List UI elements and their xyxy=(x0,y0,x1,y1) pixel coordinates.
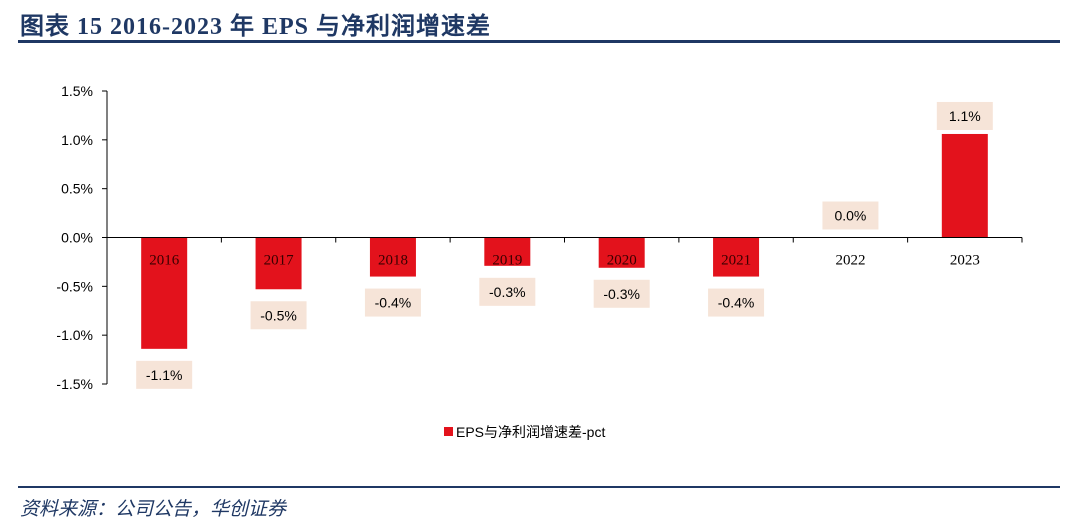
legend-label: EPS与净利润增速差-pct xyxy=(456,424,605,440)
legend-swatch xyxy=(444,427,453,436)
bar xyxy=(598,237,645,268)
data-label-bg xyxy=(822,201,879,230)
data-label-bg xyxy=(479,277,536,306)
data-label: -0.3% xyxy=(603,286,640,302)
y-tick-label: -1.0% xyxy=(56,327,93,343)
y-tick-label: 1.0% xyxy=(61,132,93,148)
bar xyxy=(255,237,302,290)
bar xyxy=(484,237,531,266)
y-tick-label: 1.5% xyxy=(61,83,93,99)
footer-divider xyxy=(18,486,1060,488)
x-tick-label: 2016 xyxy=(149,253,180,269)
x-tick-label: 2022 xyxy=(835,253,865,269)
figure-title: 图表 15 2016-2023 年 EPS 与净利润增速差 xyxy=(20,14,492,40)
data-label-bg xyxy=(136,360,193,389)
x-tick-label: 2019 xyxy=(492,253,522,269)
data-label: -0.4% xyxy=(718,295,755,311)
data-label: -1.1% xyxy=(146,367,183,383)
x-tick-label: 2020 xyxy=(607,253,637,269)
x-tick-label: 2023 xyxy=(950,253,980,269)
data-label-bg xyxy=(936,101,993,130)
data-label: -0.5% xyxy=(260,307,297,323)
data-label-bg xyxy=(708,288,765,317)
x-tick-label: 2018 xyxy=(378,253,408,269)
x-tick-label: 2017 xyxy=(264,253,295,269)
y-tick-label: 0.0% xyxy=(61,230,93,246)
y-tick-label: 0.5% xyxy=(61,181,93,197)
bar xyxy=(941,133,988,238)
data-label-bg xyxy=(364,288,421,317)
y-tick-label: -0.5% xyxy=(56,278,93,294)
source-note: 资料来源：公司公告，华创证券 xyxy=(20,499,287,520)
bar xyxy=(369,237,416,277)
bar xyxy=(141,237,188,349)
title-divider xyxy=(18,40,1060,43)
y-tick-label: -1.5% xyxy=(56,376,93,392)
data-label-bg xyxy=(593,279,650,308)
data-label: 1.1% xyxy=(949,108,981,124)
data-label: -0.4% xyxy=(375,295,412,311)
data-label: -0.3% xyxy=(489,284,526,300)
data-label-bg xyxy=(250,301,307,330)
bar-chart: 1.5% 1.0% 0.5% 0.0% -0.5% -1.0% -1.5% -1.1% 2016… xyxy=(56,83,1023,440)
x-tick-label: 2021 xyxy=(721,253,751,269)
bar xyxy=(713,237,760,277)
data-label: 0.0% xyxy=(834,208,866,224)
